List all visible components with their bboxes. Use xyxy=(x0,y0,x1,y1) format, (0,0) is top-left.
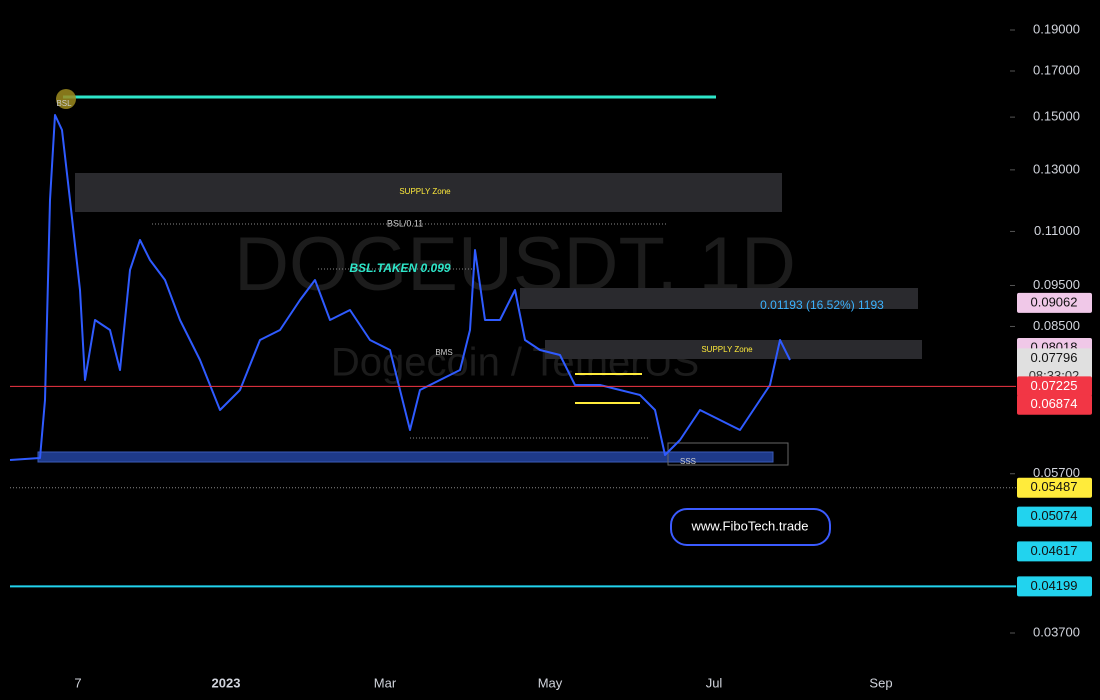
price-tick-label: 0.03700 xyxy=(1033,624,1080,639)
price-badge xyxy=(1017,541,1092,562)
supply-zone xyxy=(545,340,922,359)
price-badge xyxy=(1017,576,1092,597)
label: BSL xyxy=(56,99,72,108)
price-badge-label: 0.05487 xyxy=(1031,479,1078,494)
label: BSL.TAKEN 0.099 xyxy=(349,261,450,275)
price-tick-label: 0.09500 xyxy=(1033,277,1080,292)
price-badge xyxy=(1017,477,1092,498)
label: SSS xyxy=(680,457,696,466)
supply-zone xyxy=(75,173,782,212)
label: BMS xyxy=(435,348,452,357)
price-badge xyxy=(1017,292,1092,313)
price-tick-label: 0.17000 xyxy=(1033,62,1080,77)
time-label: 2023 xyxy=(212,675,241,690)
time-label: Mar xyxy=(374,675,397,690)
price-badge-label: 0.07796 xyxy=(1031,350,1078,365)
price-tick-label: 0.15000 xyxy=(1033,109,1080,124)
label: SUPPLY Zone xyxy=(701,345,753,354)
price-tick-label: 0.08500 xyxy=(1033,318,1080,333)
demand-zone xyxy=(37,451,774,463)
price-tick-label: 0.13000 xyxy=(1033,161,1080,176)
time-label: 7 xyxy=(74,675,81,690)
price-tick-label: 0.11000 xyxy=(1034,223,1080,238)
label: SUPPLY Zone xyxy=(399,187,451,196)
time-label: May xyxy=(538,675,563,690)
measure: 0.01193 (16.52%) 1193 xyxy=(760,298,884,312)
price-badge-label: 0.07225 xyxy=(1031,378,1078,393)
price-tick-label: 0.19000 xyxy=(1033,21,1080,36)
box xyxy=(667,442,789,466)
price-badge-label: 0.05074 xyxy=(1031,508,1078,523)
price-badge-label: 0.04617 xyxy=(1031,543,1078,558)
time-axis xyxy=(0,670,1100,700)
price-tick-label: 0.05700 xyxy=(1033,465,1080,480)
time-labels: 7 2023 Mar May Jul Sep xyxy=(74,675,892,690)
price-badge xyxy=(1017,506,1092,527)
price-badge-label: 0.04199 xyxy=(1031,578,1078,593)
price-badge-label: 0.09062 xyxy=(1031,294,1078,309)
zone xyxy=(520,288,918,309)
time-label: Jul xyxy=(706,675,723,690)
marker xyxy=(56,89,76,109)
time-label: Sep xyxy=(869,675,892,690)
website-badge[interactable] xyxy=(670,508,831,546)
price-badge xyxy=(1017,376,1092,397)
price-badge-label: 0.06874 xyxy=(1031,396,1078,411)
label: BSL/0.11 xyxy=(387,218,423,228)
price-axis xyxy=(1010,0,1100,670)
website[interactable]: www.FiboTech.trade xyxy=(690,518,808,533)
price-badge xyxy=(1017,394,1092,415)
price xyxy=(9,114,791,461)
